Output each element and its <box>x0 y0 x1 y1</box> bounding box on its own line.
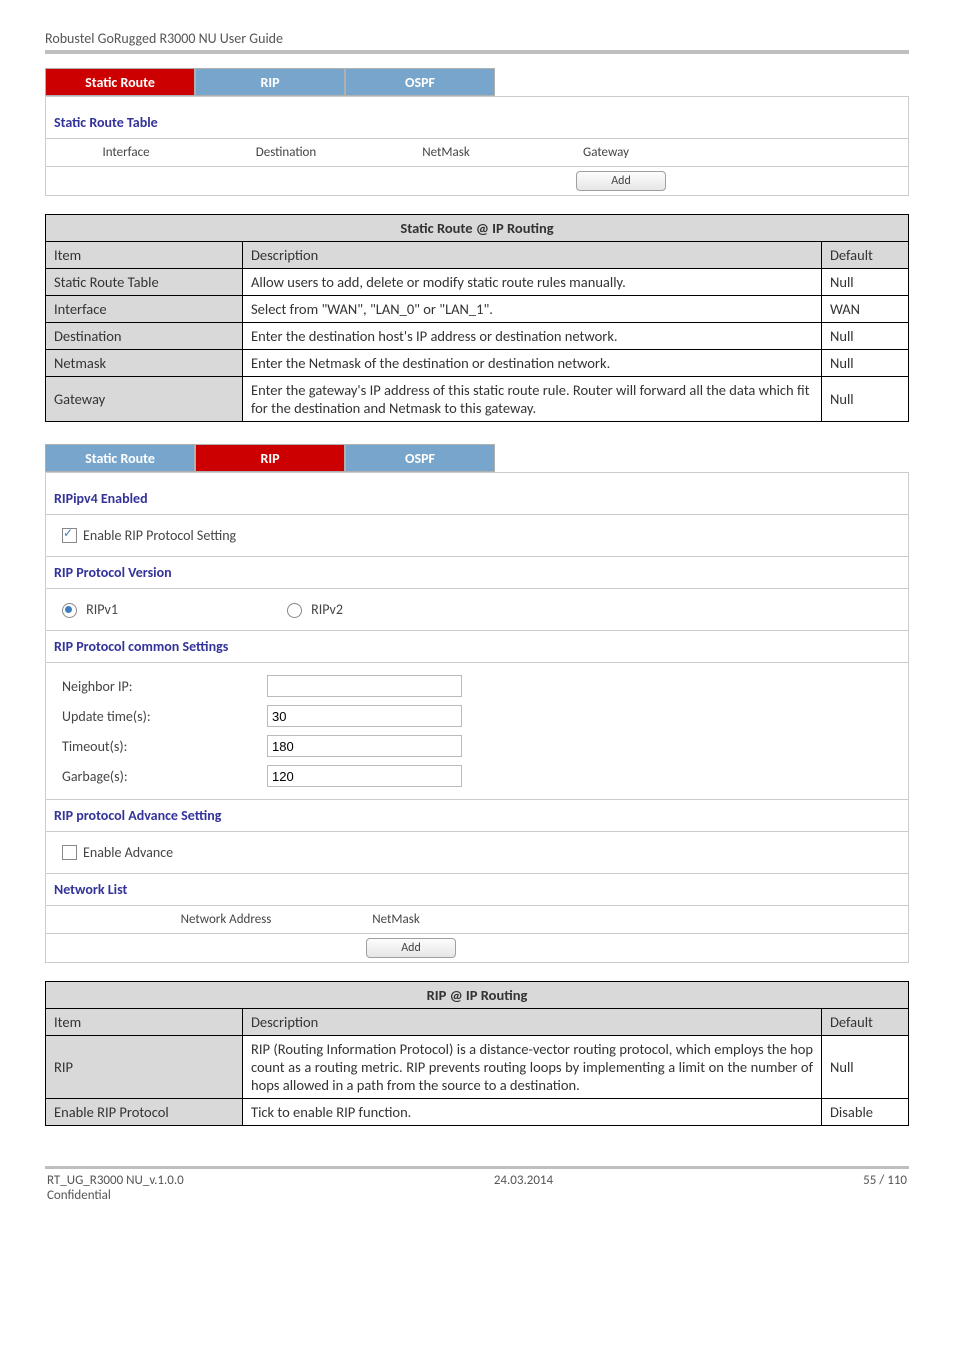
table2-h1: Description <box>243 1009 822 1036</box>
footer-center: 24.03.2014 <box>494 1173 553 1203</box>
t2r1c1: Tick to enable RIP function. <box>243 1099 822 1126</box>
header-rule <box>45 50 909 54</box>
page-footer: RT_UG_R3000 NU_v.1.0.0 Confidential 24.0… <box>45 1169 909 1203</box>
t2r1c2: Disable <box>822 1099 909 1126</box>
garbage-label: Garbage(s): <box>62 768 267 785</box>
table2-title: RIP @ IP Routing <box>46 982 909 1009</box>
col-gateway: Gateway <box>526 139 686 166</box>
t1r1c2: WAN <box>822 296 909 323</box>
tab-rip[interactable]: RIP <box>195 68 345 96</box>
netcol-address: Network Address <box>126 906 326 933</box>
rip-spec-table: RIP @ IP Routing Item Description Defaul… <box>45 981 909 1126</box>
enable-advance-label: Enable Advance <box>83 844 173 861</box>
t1r1c0: Interface <box>46 296 243 323</box>
update-time-input[interactable] <box>267 705 462 727</box>
t1r4c0: Gateway <box>46 377 243 422</box>
col-destination: Destination <box>206 139 366 166</box>
add-network-button[interactable]: Add <box>366 938 456 958</box>
tab2-static-route[interactable]: Static Route <box>45 444 195 472</box>
ripv2-label: RIPv2 <box>311 601 343 618</box>
t1r1c1: Select from "WAN", "LAN_0" or "LAN_1". <box>243 296 822 323</box>
garbage-input[interactable] <box>267 765 462 787</box>
table1-h2: Default <box>822 242 909 269</box>
t1r4c2: Null <box>822 377 909 422</box>
update-label: Update time(s): <box>62 708 267 725</box>
footer-left2: Confidential <box>47 1188 184 1203</box>
netlist-columns: Network Address NetMask <box>45 906 909 934</box>
static-route-columns: Interface Destination NetMask Gateway <box>45 139 909 167</box>
netcol-netmask: NetMask <box>326 906 466 933</box>
ripv1-radio[interactable] <box>62 603 77 618</box>
static-route-panel: Static Route RIP OSPF Static Route Table… <box>45 68 909 196</box>
t1r2c2: Null <box>822 323 909 350</box>
col-netmask: NetMask <box>366 139 526 166</box>
ripv2-radio[interactable] <box>287 603 302 618</box>
t1r2c0: Destination <box>46 323 243 350</box>
add-route-button[interactable]: Add <box>576 171 666 191</box>
table1-h0: Item <box>46 242 243 269</box>
t1r3c2: Null <box>822 350 909 377</box>
sec-version: RIP Protocol Version <box>45 557 909 589</box>
t2r0c2: Null <box>822 1036 909 1099</box>
timeout-label: Timeout(s): <box>62 738 267 755</box>
sec-common: RIP Protocol common Settings <box>45 631 909 663</box>
t1r2c1: Enter the destination host's IP address … <box>243 323 822 350</box>
t1r3c1: Enter the Netmask of the destination or … <box>243 350 822 377</box>
table2-h2: Default <box>822 1009 909 1036</box>
neighbor-ip-input[interactable] <box>267 675 462 697</box>
t1r0c1: Allow users to add, delete or modify sta… <box>243 269 822 296</box>
sec-ripenabled: RIPipv4 Enabled <box>45 483 909 515</box>
table1-title: Static Route @ IP Routing <box>46 215 909 242</box>
timeout-input[interactable] <box>267 735 462 757</box>
tab2-ospf[interactable]: OSPF <box>345 444 495 472</box>
sec-advance: RIP protocol Advance Setting <box>45 800 909 832</box>
tab2-rip[interactable]: RIP <box>195 444 345 472</box>
tab-static-route[interactable]: Static Route <box>45 68 195 96</box>
footer-left1: RT_UG_R3000 NU_v.1.0.0 <box>47 1173 184 1188</box>
enable-rip-checkbox[interactable] <box>62 528 77 543</box>
footer-right: 55 / 110 <box>863 1173 907 1203</box>
page-header: Robustel GoRugged R3000 NU User Guide <box>45 30 909 47</box>
neighbor-label: Neighbor IP: <box>62 678 267 695</box>
t2r0c0: RIP <box>46 1036 243 1099</box>
enable-advance-checkbox[interactable] <box>62 845 77 860</box>
ripv1-label: RIPv1 <box>86 601 118 618</box>
static-route-spec-table: Static Route @ IP Routing Item Descripti… <box>45 214 909 422</box>
tab-ospf[interactable]: OSPF <box>345 68 495 96</box>
t1r4c1: Enter the gateway's IP address of this s… <box>243 377 822 422</box>
t1r0c0: Static Route Table <box>46 269 243 296</box>
t2r1c0: Enable RIP Protocol <box>46 1099 243 1126</box>
enable-rip-label: Enable RIP Protocol Setting <box>83 527 236 544</box>
static-route-table-title: Static Route Table <box>45 107 909 139</box>
t1r3c0: Netmask <box>46 350 243 377</box>
col-interface: Interface <box>46 139 206 166</box>
t2r0c1: RIP (Routing Information Protocol) is a … <box>243 1036 822 1099</box>
sec-netlist: Network List <box>45 874 909 906</box>
table2-h0: Item <box>46 1009 243 1036</box>
rip-panel: Static Route RIP OSPF RIPipv4 Enabled En… <box>45 444 909 963</box>
t1r0c2: Null <box>822 269 909 296</box>
table1-h1: Description <box>243 242 822 269</box>
